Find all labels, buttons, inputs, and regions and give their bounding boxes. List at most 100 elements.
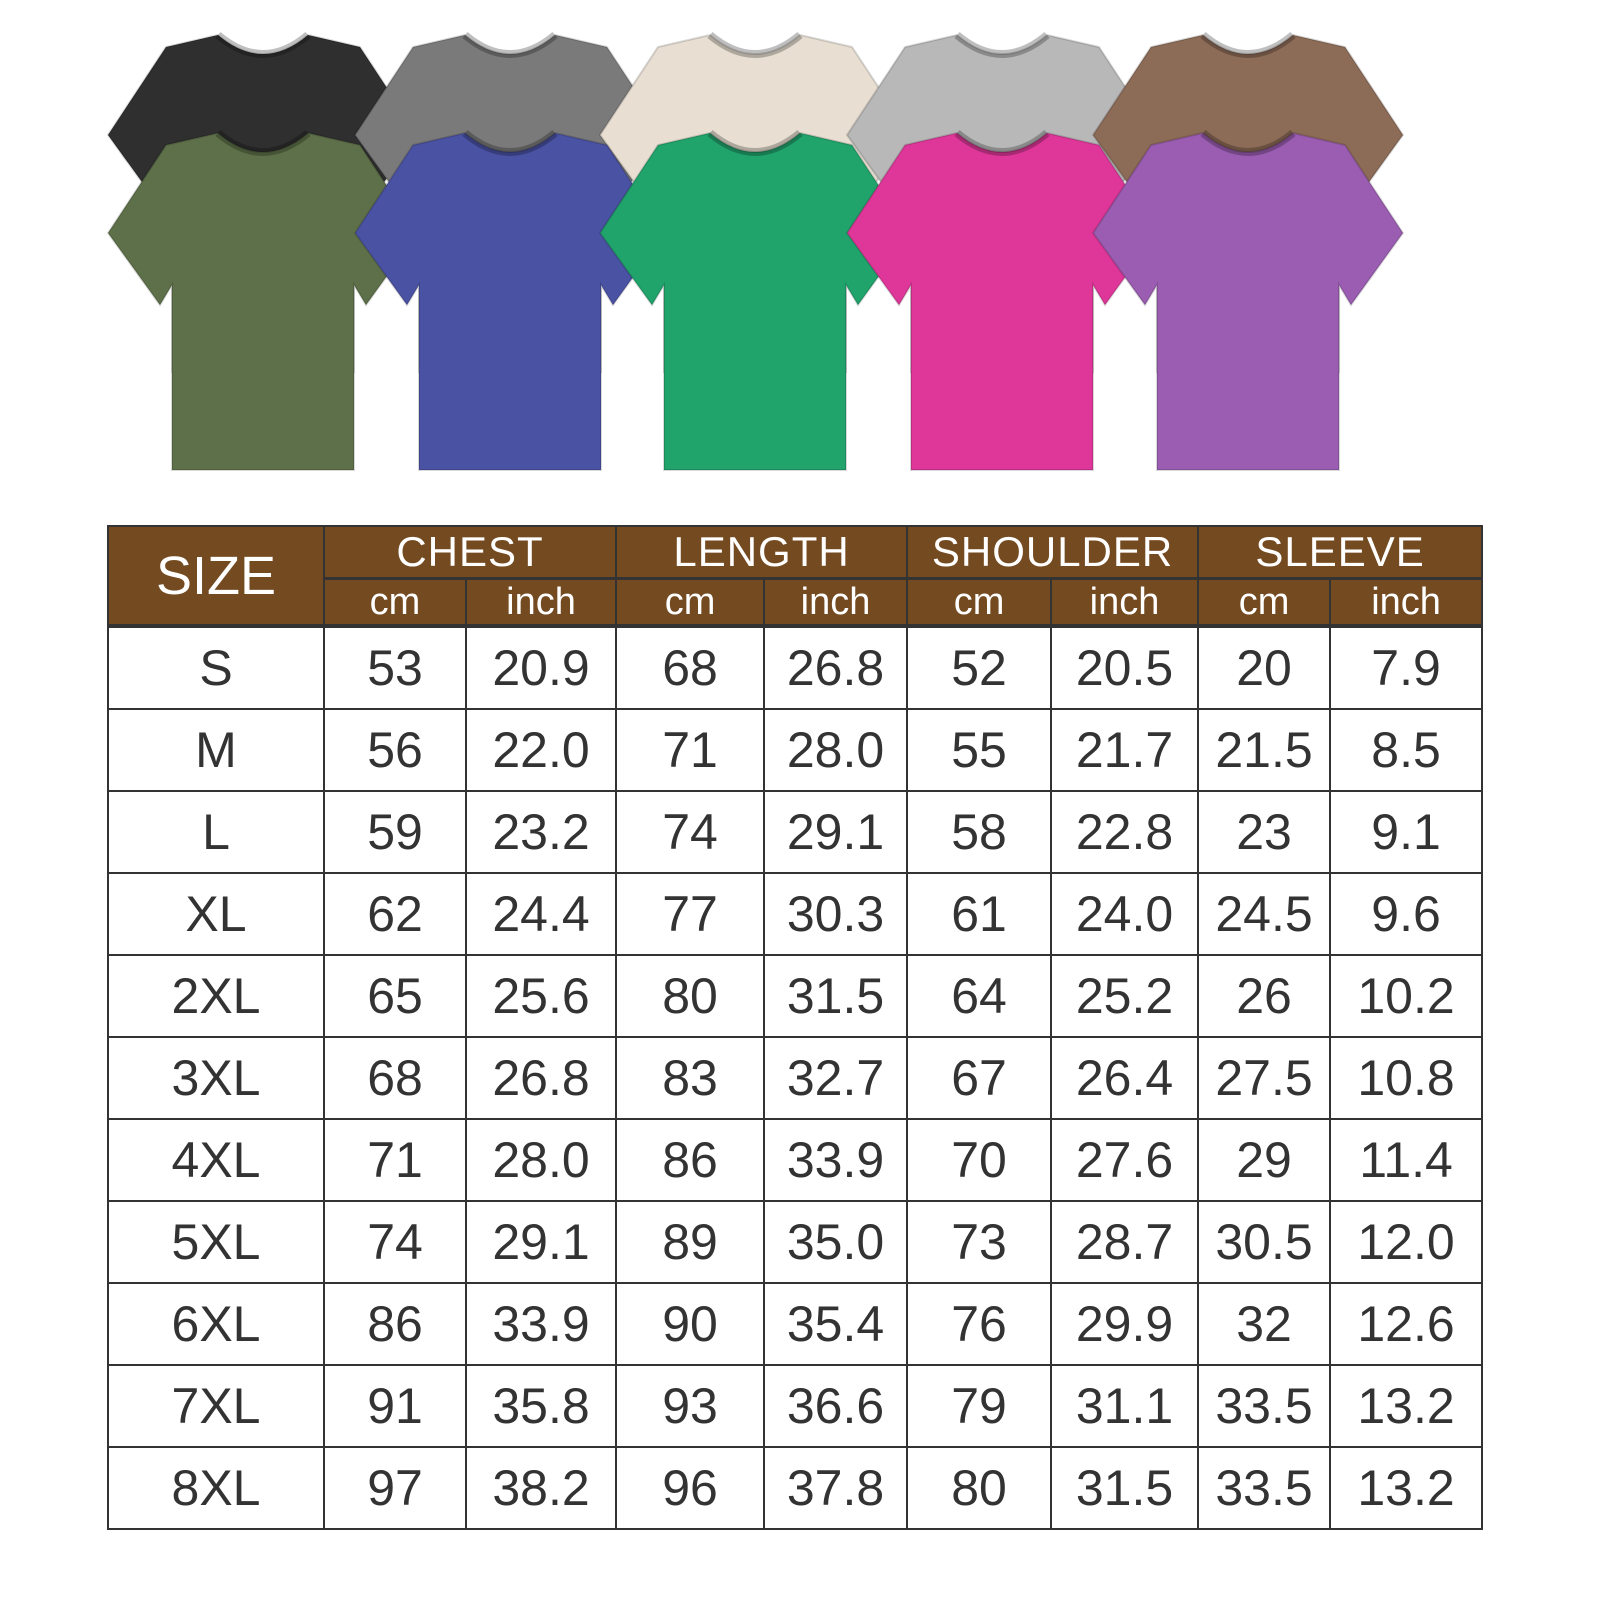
shoulder-cm-cell: 55 [906,708,1053,792]
shoulder-cm-cell: 80 [906,1446,1053,1530]
tshirt-color-gallery [106,31,1405,471]
chest-inch-cell: 28.0 [464,1118,618,1202]
tshirt-front-pink [845,129,1159,471]
length-cm-cell: 96 [615,1446,766,1530]
size-cell: 3XL [107,1036,325,1120]
chest-cm-cell: 59 [323,790,467,874]
unit-cm: cm [323,577,467,627]
size-cell: 5XL [107,1200,325,1284]
table-row: 5XL 74 29.1 89 35.0 73 28.7 30.5 12.0 [107,1200,1484,1284]
tshirt-body [845,131,1159,471]
size-cell: 4XL [107,1118,325,1202]
tshirt-body [353,131,667,471]
chest-inch-cell: 26.8 [464,1036,618,1120]
shoulder-cm-cell: 58 [906,790,1053,874]
length-cm-cell: 74 [615,790,766,874]
tshirt-collar [215,129,311,156]
sleeve-inch-cell: 11.4 [1329,1118,1484,1202]
size-cell: XL [107,872,325,956]
length-inch-cell: 33.9 [763,1118,909,1202]
sleeve-cm-cell: 24.5 [1197,872,1332,956]
chest-inch-cell: 38.2 [464,1446,618,1530]
length-cm-cell: 71 [615,708,766,792]
table-row: 8XL 97 38.2 96 37.8 80 31.5 33.5 13.2 [107,1446,1484,1530]
sleeve-cm-cell: 29 [1197,1118,1332,1202]
sleeve-cm-cell: 33.5 [1197,1364,1332,1448]
sleeve-inch-cell: 10.2 [1329,954,1484,1038]
table-row: S 53 20.9 68 26.8 52 20.5 20 7.9 [107,624,1484,710]
sleeve-inch-cell: 13.2 [1329,1446,1484,1530]
table-row: 3XL 68 26.8 83 32.7 67 26.4 27.5 10.8 [107,1036,1484,1120]
shoulder-cm-cell: 73 [906,1200,1053,1284]
shoulder-cm-cell: 52 [906,624,1053,710]
shoulder-inch-cell: 28.7 [1050,1200,1200,1284]
length-inch-cell: 32.7 [763,1036,909,1120]
chest-cm-cell: 97 [323,1446,467,1530]
tshirt-collar [462,31,558,58]
size-cell: S [107,624,325,710]
length-inch-cell: 35.0 [763,1200,909,1284]
size-header: SIZE [107,525,325,627]
shoulder-inch-cell: 31.1 [1050,1364,1200,1448]
shoulder-inch-cell: 31.5 [1050,1446,1200,1530]
length-cm-cell: 68 [615,624,766,710]
chest-inch-cell: 25.6 [464,954,618,1038]
length-cm-cell: 86 [615,1118,766,1202]
length-cm-cell: 90 [615,1282,766,1366]
sleeve-inch-cell: 8.5 [1329,708,1484,792]
sleeve-cm-cell: 32 [1197,1282,1332,1366]
length-inch-cell: 35.4 [763,1282,909,1366]
chest-header: CHEST [322,525,618,580]
unit-cm: cm [906,577,1053,627]
tshirt-collar [954,31,1050,58]
shoulder-inch-cell: 20.5 [1050,624,1200,710]
size-cell: 6XL [107,1282,325,1366]
shoulder-cm-cell: 67 [906,1036,1053,1120]
shoulder-inch-cell: 26.4 [1050,1036,1200,1120]
tshirt-front-purple [1091,129,1405,471]
tshirt-body [598,131,912,471]
shoulder-cm-cell: 76 [906,1282,1053,1366]
tshirt-collar [707,31,803,58]
length-cm-cell: 89 [615,1200,766,1284]
sleeve-inch-cell: 9.6 [1329,872,1484,956]
table-row: XL 62 24.4 77 30.3 61 24.0 24.5 9.6 [107,872,1484,956]
size-cell: M [107,708,325,792]
length-inch-cell: 37.8 [763,1446,909,1530]
table-row: 7XL 91 35.8 93 36.6 79 31.1 33.5 13.2 [107,1364,1484,1448]
tshirt-collar [462,129,558,156]
sleeve-cm-cell: 27.5 [1197,1036,1332,1120]
sleeve-inch-cell: 7.9 [1329,624,1484,710]
length-cm-cell: 77 [615,872,766,956]
shoulder-inch-cell: 27.6 [1050,1118,1200,1202]
length-header: LENGTH [615,525,909,580]
tshirt-collar [215,31,311,58]
chest-cm-cell: 62 [323,872,467,956]
shoulder-inch-cell: 29.9 [1050,1282,1200,1366]
table-row: 6XL 86 33.9 90 35.4 76 29.9 32 12.6 [107,1282,1484,1366]
tshirt-collar [707,129,803,156]
chest-inch-cell: 22.0 [464,708,618,792]
length-inch-cell: 29.1 [763,790,909,874]
sleeve-inch-cell: 12.0 [1329,1200,1484,1284]
chest-cm-cell: 68 [323,1036,467,1120]
size-rows: S 53 20.9 68 26.8 52 20.5 20 7.9 M 56 22.0 71 28.0 55 2… [107,624,1484,1530]
chest-inch-cell: 33.9 [464,1282,618,1366]
length-inch-cell: 30.3 [763,872,909,956]
tshirt-front-blue [353,129,667,471]
tshirt-front-green [598,129,912,471]
table-row: 4XL 71 28.0 86 33.9 70 27.6 29 11.4 [107,1118,1484,1202]
chest-cm-cell: 56 [323,708,467,792]
shoulder-inch-cell: 24.0 [1050,872,1200,956]
table-row: L 59 23.2 74 29.1 58 22.8 23 9.1 [107,790,1484,874]
shoulder-cm-cell: 79 [906,1364,1053,1448]
chest-inch-cell: 20.9 [464,624,618,710]
size-cell: 2XL [107,954,325,1038]
sleeve-inch-cell: 13.2 [1329,1364,1484,1448]
sleeve-inch-cell: 10.8 [1329,1036,1484,1120]
tshirt-collar [1200,129,1296,156]
shoulder-inch-cell: 22.8 [1050,790,1200,874]
tshirt-collar [1200,31,1296,58]
tshirt-collar [954,129,1050,156]
chest-cm-cell: 74 [323,1200,467,1284]
